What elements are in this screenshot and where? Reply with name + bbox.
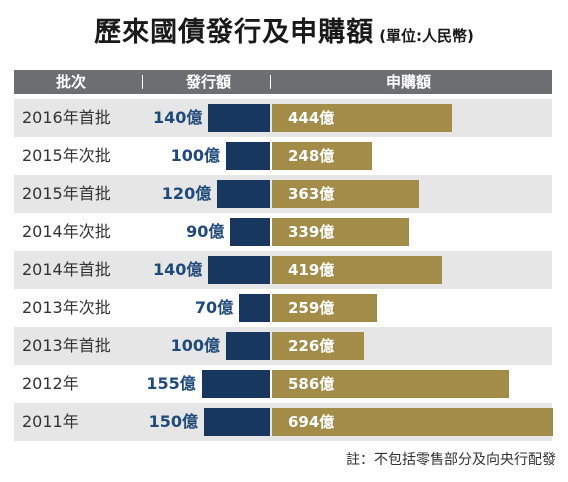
issue-value-label: 140億 bbox=[153, 260, 203, 279]
batch-label: 2014年首批 bbox=[22, 260, 111, 279]
batch-label: 2015年首批 bbox=[22, 184, 111, 203]
table-row: 2013年次批 70億 259億 bbox=[14, 289, 552, 327]
subscription-bar bbox=[272, 104, 452, 132]
subscription-value-label: 259億 bbox=[288, 299, 335, 317]
issue-bar bbox=[226, 332, 270, 360]
batch-label: 2014年次批 bbox=[22, 222, 111, 241]
subscription-bar bbox=[272, 332, 364, 360]
subscription-bar bbox=[272, 180, 419, 208]
chart-title-block: 歷來國債發行及申購額 (單位:人民幣) bbox=[0, 10, 568, 49]
subscription-value-label: 419億 bbox=[288, 261, 335, 279]
subscription-bar bbox=[272, 256, 442, 284]
header-subscription: 申購額 bbox=[386, 73, 432, 91]
table-row: 2015年首批 120億 363億 bbox=[14, 175, 552, 213]
issue-bar bbox=[226, 142, 270, 170]
issue-value-label: 70億 bbox=[194, 298, 234, 317]
issue-value-label: 120億 bbox=[161, 184, 212, 203]
issue-value-label: 150億 bbox=[148, 412, 198, 431]
issue-bar bbox=[217, 180, 270, 208]
table-row: 2013年首批 100億 226億 bbox=[14, 327, 552, 365]
issue-bar bbox=[208, 104, 270, 132]
table-header: 批次 發行額 申購額 bbox=[14, 70, 552, 94]
issue-bar bbox=[204, 408, 270, 436]
header-issue: 發行額 bbox=[186, 73, 232, 91]
subscription-bar bbox=[272, 370, 510, 398]
subscription-bar bbox=[272, 142, 373, 170]
subscription-value-label: 363億 bbox=[288, 185, 335, 203]
issue-bar bbox=[239, 294, 270, 322]
unit-note: (單位:人民幣) bbox=[379, 27, 474, 45]
issue-bar bbox=[208, 256, 270, 284]
issue-value-label: 100億 bbox=[170, 146, 220, 165]
table-row: 2014年首批 140億 419億 bbox=[14, 251, 552, 289]
chart-title: 歷來國債發行及申購額 bbox=[94, 17, 375, 48]
subscription-value-label: 586億 bbox=[288, 375, 335, 393]
batch-label: 2016年首批 bbox=[22, 108, 111, 127]
issue-bar bbox=[230, 218, 270, 246]
table-row: 2012年 155億 586億 bbox=[14, 365, 552, 403]
issue-bar bbox=[201, 370, 270, 398]
subscription-value-label: 444億 bbox=[288, 109, 335, 127]
subscription-bar bbox=[272, 218, 410, 246]
table-row: 2011年 150億 694億 bbox=[14, 403, 554, 441]
footnote: 註：不包括零售部分及向央行配發 bbox=[346, 452, 556, 468]
batch-label: 2011年 bbox=[22, 412, 79, 431]
batch-label: 2013年次批 bbox=[22, 298, 111, 317]
issue-value-label: 155億 bbox=[146, 374, 196, 393]
issue-value-label: 100億 bbox=[170, 336, 220, 355]
subscription-value-label: 694億 bbox=[288, 413, 335, 431]
table-row: 2014年次批 90億 339億 bbox=[14, 213, 552, 251]
header-divider bbox=[142, 75, 143, 89]
subscription-value-label: 248億 bbox=[288, 147, 335, 165]
table-row: 2016年首批 140億 444億 bbox=[14, 99, 552, 137]
header-divider bbox=[270, 75, 271, 89]
subscription-value-label: 226億 bbox=[288, 337, 335, 355]
table-row: 2015年次批 100億 248億 bbox=[14, 137, 552, 175]
subscription-bar bbox=[272, 294, 377, 322]
subscription-bar bbox=[272, 408, 554, 436]
subscription-value-label: 339億 bbox=[288, 223, 335, 241]
header-batch: 批次 bbox=[56, 73, 87, 91]
batch-label: 2015年次批 bbox=[22, 146, 111, 165]
batch-label: 2012年 bbox=[22, 374, 79, 393]
batch-label: 2013年首批 bbox=[22, 336, 111, 355]
issue-value-label: 90億 bbox=[186, 222, 225, 241]
issue-value-label: 140億 bbox=[153, 108, 203, 127]
